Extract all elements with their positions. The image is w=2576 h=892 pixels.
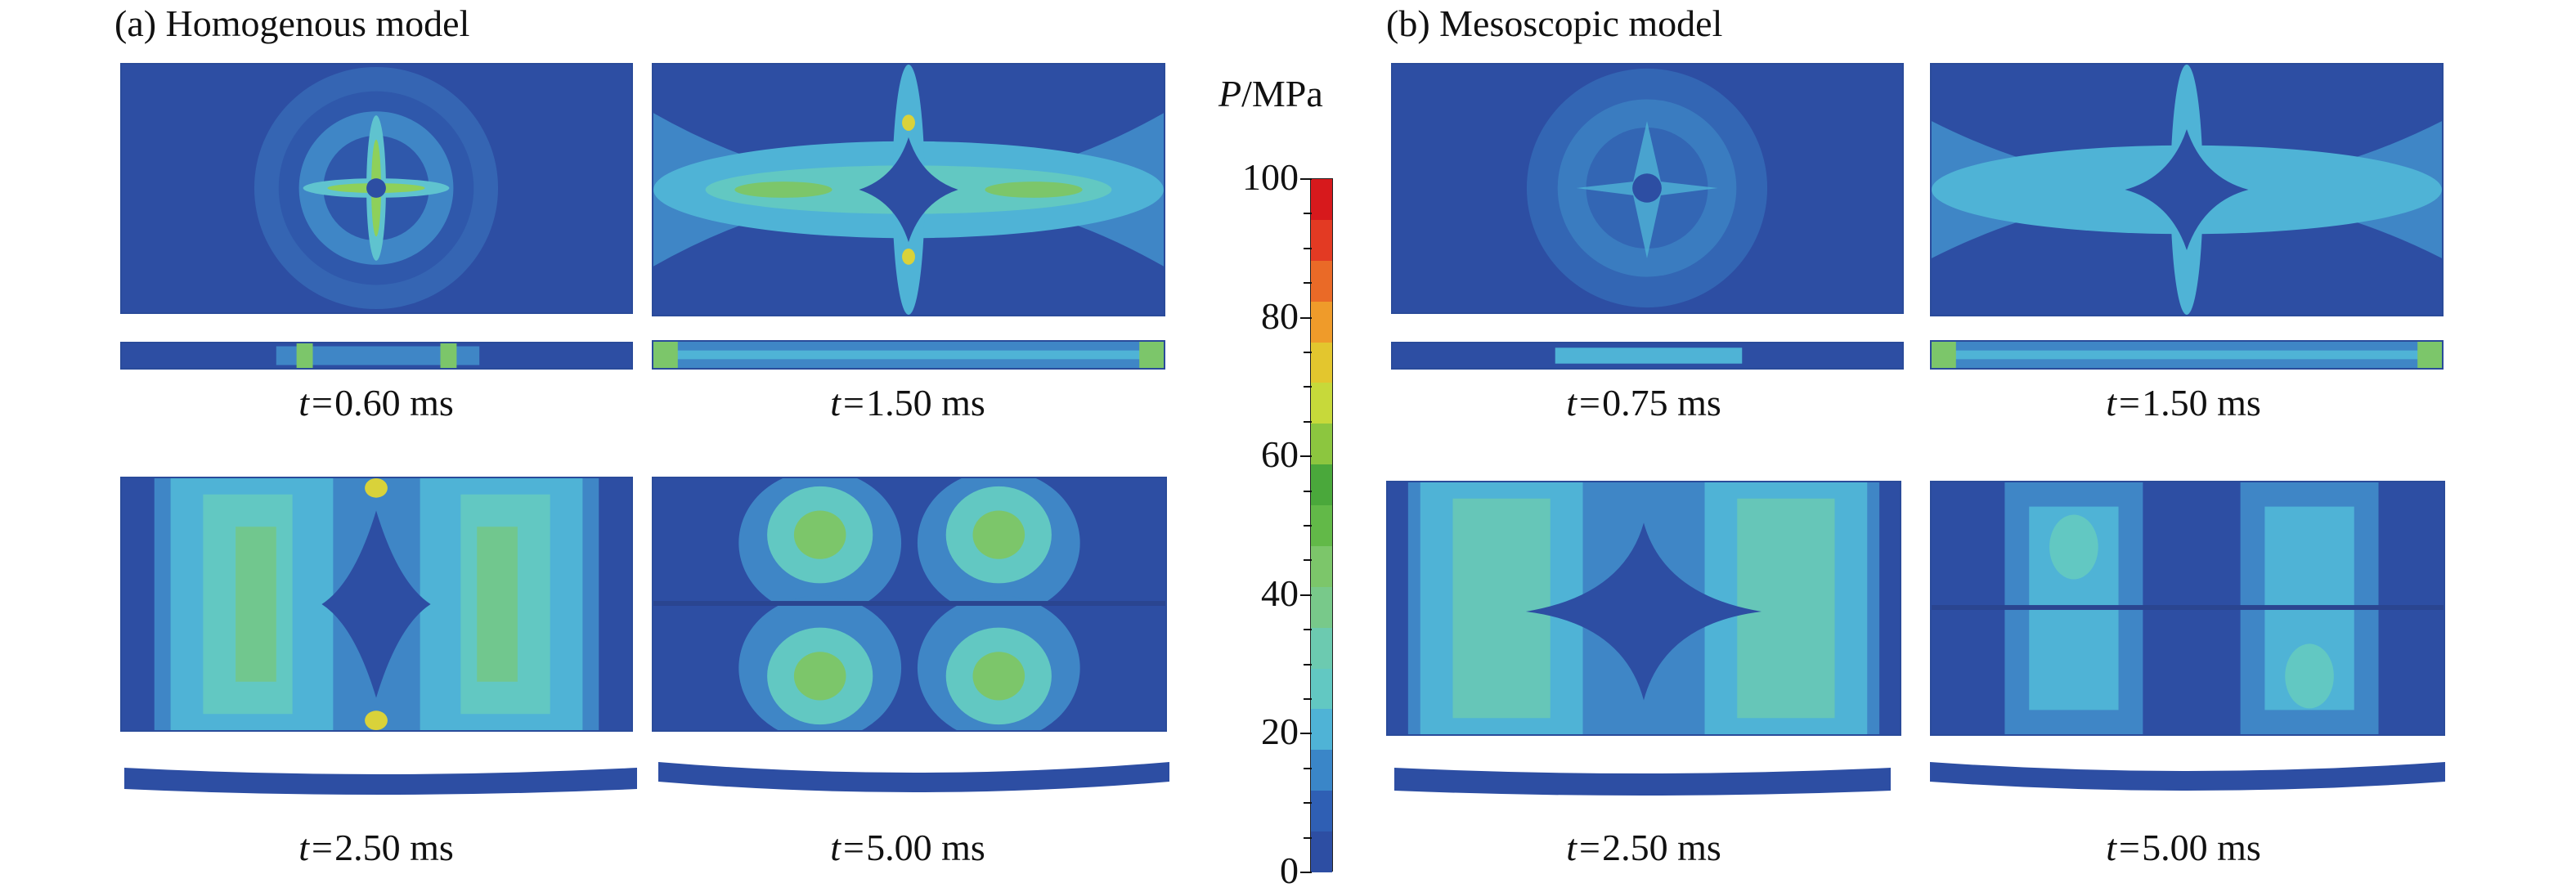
contour-a1-side [120, 342, 633, 370]
colorbar-minor-tick [1304, 282, 1312, 285]
colorbar-minor-tick [1304, 490, 1312, 492]
colorbar-minor-tick [1304, 455, 1312, 458]
colorbar [1310, 178, 1333, 872]
caption-a3: t=2.50 ms [298, 827, 454, 868]
colorbar-minor-tick [1304, 733, 1312, 735]
contour-b3-top [1386, 481, 1901, 736]
colorbar-title: P/MPa [1218, 73, 1323, 114]
colorbar-band [1311, 383, 1332, 424]
colorbar-minor-tick [1304, 386, 1312, 388]
colorbar-minor-tick [1304, 247, 1312, 249]
colorbar-band [1311, 586, 1332, 628]
contour-a4-top [652, 477, 1167, 732]
colorbar-minor-tick [1304, 420, 1312, 423]
colorbar-minor-tick [1304, 802, 1312, 805]
colorbar-minor-tick [1304, 629, 1312, 631]
contour-a4-side [658, 760, 1169, 800]
colorbar-minor-tick [1304, 559, 1312, 562]
colorbar-tick-label: 0 [1280, 849, 1299, 891]
colorbar-tick-label: 80 [1261, 294, 1299, 337]
contour-b2-top [1930, 63, 2444, 316]
colorbar-minor-tick [1304, 767, 1312, 769]
colorbar-band [1311, 260, 1332, 302]
contour-a3-top [120, 477, 633, 732]
colorbar-tick-label: 20 [1261, 710, 1299, 753]
colorbar-band [1311, 750, 1332, 791]
colorbar-minor-tick [1304, 178, 1312, 180]
colorbar-minor-tick [1304, 663, 1312, 666]
caption-b1: t=0.75 ms [1566, 382, 1721, 424]
contour-b3-side [1394, 766, 1891, 799]
contour-b4-top [1930, 481, 2445, 736]
colorbar-minor-tick [1304, 698, 1312, 700]
contour-a2-side [652, 340, 1165, 370]
contour-b1-top [1391, 63, 1904, 314]
colorbar-band [1311, 179, 1332, 220]
colorbar-band [1311, 424, 1332, 465]
colorbar-band [1311, 668, 1332, 710]
caption-b2: t=1.50 ms [2106, 382, 2261, 424]
colorbar-band [1311, 219, 1332, 261]
colorbar-band [1311, 627, 1332, 669]
colorbar-minor-tick [1304, 352, 1312, 353]
colorbar-band [1311, 342, 1332, 383]
contour-b1-side [1391, 342, 1904, 370]
contour-b2-side [1930, 340, 2444, 370]
colorbar-minor-tick [1304, 836, 1312, 839]
panel-a-title: (a) Homogenous model [114, 2, 470, 44]
colorbar-band [1311, 464, 1332, 505]
colorbar-tick-label: 60 [1261, 433, 1299, 476]
caption-a1: t=0.60 ms [298, 382, 454, 424]
colorbar-minor-tick [1304, 594, 1312, 596]
caption-b4: t=5.00 ms [2106, 827, 2261, 868]
colorbar-tick-label: 40 [1261, 572, 1299, 614]
colorbar-band [1311, 709, 1332, 751]
panel-b-title: (b) Mesoscopic model [1386, 2, 1723, 44]
caption-b3: t=2.50 ms [1566, 827, 1721, 868]
contour-a1-top [120, 63, 633, 314]
colorbar-minor-tick [1304, 316, 1312, 319]
contour-a3-side [124, 766, 637, 799]
colorbar-band [1311, 831, 1332, 872]
colorbar-band [1311, 791, 1332, 831]
contour-a2-top [652, 63, 1165, 316]
colorbar-minor-tick [1304, 525, 1312, 527]
colorbar-band [1311, 545, 1332, 587]
colorbar-band [1311, 301, 1332, 343]
colorbar-tick-label: 100 [1242, 156, 1299, 198]
caption-a4: t=5.00 ms [830, 827, 985, 868]
colorbar-tick [1300, 872, 1312, 873]
colorbar-minor-tick [1304, 213, 1312, 215]
caption-a2: t=1.50 ms [830, 382, 985, 424]
contour-b4-side [1930, 760, 2445, 800]
colorbar-band [1311, 505, 1332, 546]
